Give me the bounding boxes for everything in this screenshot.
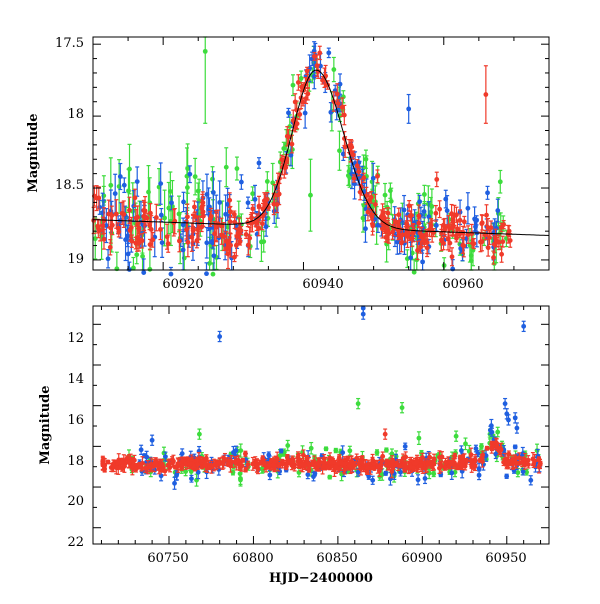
top-y-axis-label: Magnitude (26, 113, 41, 192)
bottom-point-red (448, 460, 453, 465)
bottom-point-red (365, 465, 370, 470)
bottom-point-red (290, 459, 295, 464)
bottom-point-red (485, 446, 490, 451)
bottom-ytick-label: 20 (67, 494, 84, 509)
bottom-xtick-label: 60750 (147, 551, 188, 566)
bottom-ytick-label: 12 (67, 331, 84, 346)
bottom-point-green (327, 475, 332, 480)
bottom-point-red (365, 470, 370, 475)
top-xtick-label: 60940 (302, 277, 343, 292)
bottom-ytick-label: 14 (67, 372, 84, 387)
top-xtick-label: 60920 (162, 277, 203, 292)
bottom-point-red (173, 465, 178, 470)
bottom-ytick-label: 18 (67, 454, 84, 469)
bottom-point-blue (279, 449, 284, 454)
bottom-ytick-label: 22 (67, 535, 84, 550)
bottom-xtick-label: 60900 (401, 551, 442, 566)
bottom-xtick-label: 60850 (316, 551, 357, 566)
bottom-point-red (394, 462, 399, 467)
bottom-point-blue (504, 474, 509, 479)
bottom-xtick-label: 60800 (232, 551, 273, 566)
bottom-y-axis-label: Magnitude (38, 385, 53, 464)
bottom-point-green (333, 448, 338, 453)
top-ytick-label: 18 (67, 107, 84, 122)
top-xtick-label: 60960 (442, 277, 483, 292)
top-ytick-label: 18.5 (55, 178, 84, 193)
bottom-ytick-label: 16 (67, 413, 84, 428)
bottom-point-green (324, 446, 329, 451)
top-ytick-label: 19 (67, 252, 84, 267)
bottom-point-blue (383, 471, 388, 476)
top-ytick-label: 17.5 (55, 36, 84, 51)
bottom-point-blue (513, 444, 518, 449)
bottom-x-axis-label: HJD−2400000 (269, 571, 373, 586)
bottom-point-green (384, 448, 389, 453)
bottom-xtick-label: 60950 (485, 551, 526, 566)
